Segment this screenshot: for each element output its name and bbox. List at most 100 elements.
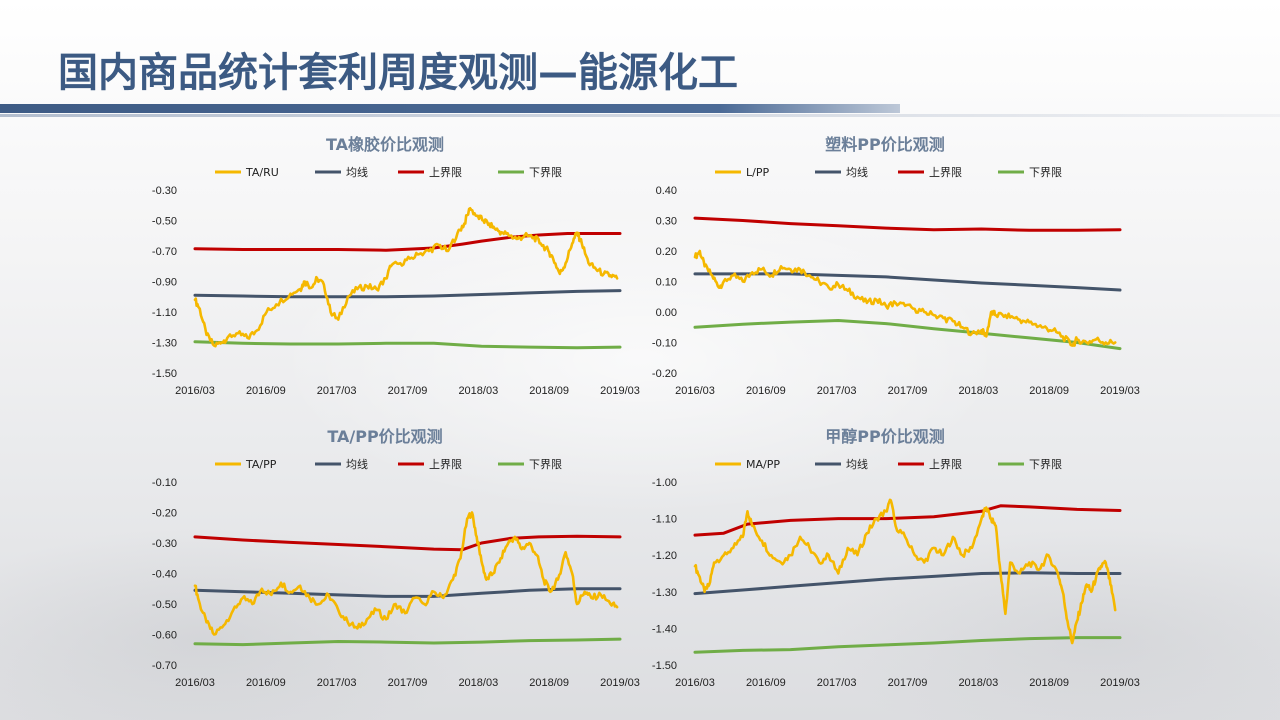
- lower-bound-line: [193, 340, 622, 350]
- y-tick-label: -1.30: [652, 587, 677, 599]
- legend-item-mean-line: 均线: [315, 457, 368, 471]
- mean-line: [693, 272, 1122, 292]
- y-tick-label: 0.20: [656, 246, 677, 258]
- legend-item-upper-bound-line: 上界限: [898, 166, 962, 179]
- legend-item-ratio-line: MA/PP: [715, 458, 780, 471]
- lower-bound-line: [693, 319, 1122, 351]
- y-tick-label: -0.30: [152, 185, 177, 197]
- legend-label: TA/PP: [245, 458, 277, 471]
- x-tick-label: 2018/09: [529, 677, 569, 689]
- x-tick-label: 2016/09: [246, 677, 286, 689]
- legend-item-ratio-line: L/PP: [715, 166, 769, 179]
- y-tick-label: -0.50: [152, 216, 177, 228]
- legend-label: 均线: [846, 165, 868, 179]
- x-tick-label: 2018/03: [458, 385, 498, 397]
- ratio-line: [193, 511, 619, 636]
- chart-title: TA橡胶价比观测: [326, 135, 444, 154]
- legend-item-ratio-line: TA/RU: [215, 166, 279, 179]
- x-tick-label: 2019/03: [600, 385, 640, 397]
- legend-item-lower-bound-line: 下界限: [498, 458, 562, 471]
- legend-label: 上界限: [429, 166, 462, 179]
- ratio-line: [693, 249, 1117, 347]
- chart-ta-ru: TA橡胶价比观测 TA/RU 均线 上界限 下界限 -0.30 -0.50 -0.70 -0.9…: [140, 128, 640, 400]
- chart-ta-ru-svg: TA橡胶价比观测 TA/RU 均线 上界限 下界限 -0.30 -0.50 -0.70 -0.9…: [152, 135, 640, 397]
- y-tick-label: 0.00: [656, 307, 677, 319]
- legend-label: 下界限: [1029, 166, 1062, 179]
- legend-item-ratio-line: TA/PP: [215, 458, 277, 471]
- legend-label: 均线: [346, 457, 368, 471]
- legend-label: TA/RU: [245, 166, 279, 179]
- legend-label: 下界限: [529, 458, 562, 471]
- legend-item-lower-bound-line: 下界限: [998, 458, 1062, 471]
- y-tick-label: -0.30: [152, 538, 177, 550]
- legend-item-mean-line: 均线: [815, 457, 868, 471]
- x-tick-label: 2017/03: [817, 385, 857, 397]
- y-tick-label: -0.40: [152, 569, 177, 581]
- legend-item-lower-bound-line: 下界限: [998, 166, 1062, 179]
- y-tick-label: -0.90: [152, 277, 177, 289]
- y-tick-label: -1.10: [152, 307, 177, 319]
- x-tick-label: 2019/03: [600, 677, 640, 689]
- y-tick-label: -0.70: [152, 246, 177, 258]
- y-tick-label: 0.30: [656, 216, 677, 228]
- legend-label: L/PP: [746, 166, 769, 179]
- y-tick-label: -1.50: [152, 368, 177, 380]
- x-tick-label: 2016/03: [675, 677, 715, 689]
- y-tick-label: 0.40: [656, 185, 677, 197]
- x-tick-label: 2017/09: [388, 385, 428, 397]
- x-tick-label: 2017/09: [888, 677, 928, 689]
- y-tick-label: -0.70: [152, 660, 177, 672]
- x-tick-label: 2017/03: [317, 385, 357, 397]
- chart-title: TA/PP价比观测: [327, 427, 442, 446]
- y-tick-label: -0.20: [652, 368, 677, 380]
- title-underline-thin: [0, 114, 1280, 117]
- legend-item-mean-line: 均线: [815, 165, 868, 179]
- x-tick-label: 2017/09: [888, 385, 928, 397]
- legend-item-upper-bound-line: 上界限: [398, 458, 462, 471]
- legend-label: 上界限: [429, 458, 462, 471]
- mean-line: [693, 571, 1122, 596]
- chart-ma-pp-svg: 甲醇PP价比观测 MA/PP 均线 上界限 下界限 -1.00 -1.10 -1.20 -1.3…: [652, 427, 1140, 689]
- legend-label: MA/PP: [746, 458, 780, 471]
- upper-bound-line: [193, 232, 622, 252]
- x-tick-label: 2016/03: [175, 385, 215, 397]
- chart-ta-pp: TA/PP价比观测 TA/PP 均线 上界限 下界限 -0.10 -0.20 -0.30 -0.…: [140, 420, 640, 692]
- chart-title: 塑料PP价比观测: [825, 135, 944, 154]
- x-tick-label: 2016/09: [246, 385, 286, 397]
- x-tick-label: 2017/03: [817, 677, 857, 689]
- y-tick-label: -1.40: [652, 623, 677, 635]
- legend-item-lower-bound-line: 下界限: [498, 166, 562, 179]
- x-tick-label: 2018/03: [958, 677, 998, 689]
- upper-bound-line: [693, 504, 1122, 537]
- ratio-line: [193, 207, 619, 348]
- y-tick-label: -1.10: [652, 514, 677, 526]
- x-tick-label: 2016/09: [746, 677, 786, 689]
- x-tick-label: 2018/09: [1029, 677, 1069, 689]
- mean-line: [193, 289, 622, 299]
- y-tick-label: -0.10: [652, 338, 677, 350]
- legend-item-upper-bound-line: 上界限: [898, 458, 962, 471]
- legend-label: 上界限: [929, 166, 962, 179]
- y-tick-label: -1.20: [652, 550, 677, 562]
- chart-l-pp: 塑料PP价比观测 L/PP 均线 上界限 下界限 0.40 0.30 0.20 0.10 0.00…: [640, 128, 1140, 400]
- page-title: 国内商品统计套利周度观测—能源化工: [58, 50, 738, 96]
- y-tick-label: -0.20: [152, 508, 177, 520]
- lower-bound-line: [193, 637, 622, 647]
- x-tick-label: 2016/03: [175, 677, 215, 689]
- x-tick-label: 2016/03: [675, 385, 715, 397]
- y-tick-label: 0.10: [656, 277, 677, 289]
- legend-label: 均线: [346, 165, 368, 179]
- x-tick-label: 2019/03: [1100, 677, 1140, 689]
- legend-label: 下界限: [529, 166, 562, 179]
- y-tick-label: -0.50: [152, 599, 177, 611]
- legend-label: 均线: [846, 457, 868, 471]
- x-tick-label: 2018/09: [529, 385, 569, 397]
- legend-item-upper-bound-line: 上界限: [398, 166, 462, 179]
- y-tick-label: -1.50: [652, 660, 677, 672]
- chart-l-pp-svg: 塑料PP价比观测 L/PP 均线 上界限 下界限 0.40 0.30 0.20 0.10 0.00…: [652, 135, 1140, 397]
- legend-label: 下界限: [1029, 458, 1062, 471]
- chart-ma-pp: 甲醇PP价比观测 MA/PP 均线 上界限 下界限 -1.00 -1.10 -1.20 -1.3…: [640, 420, 1140, 692]
- legend-label: 上界限: [929, 458, 962, 471]
- x-tick-label: 2019/03: [1100, 385, 1140, 397]
